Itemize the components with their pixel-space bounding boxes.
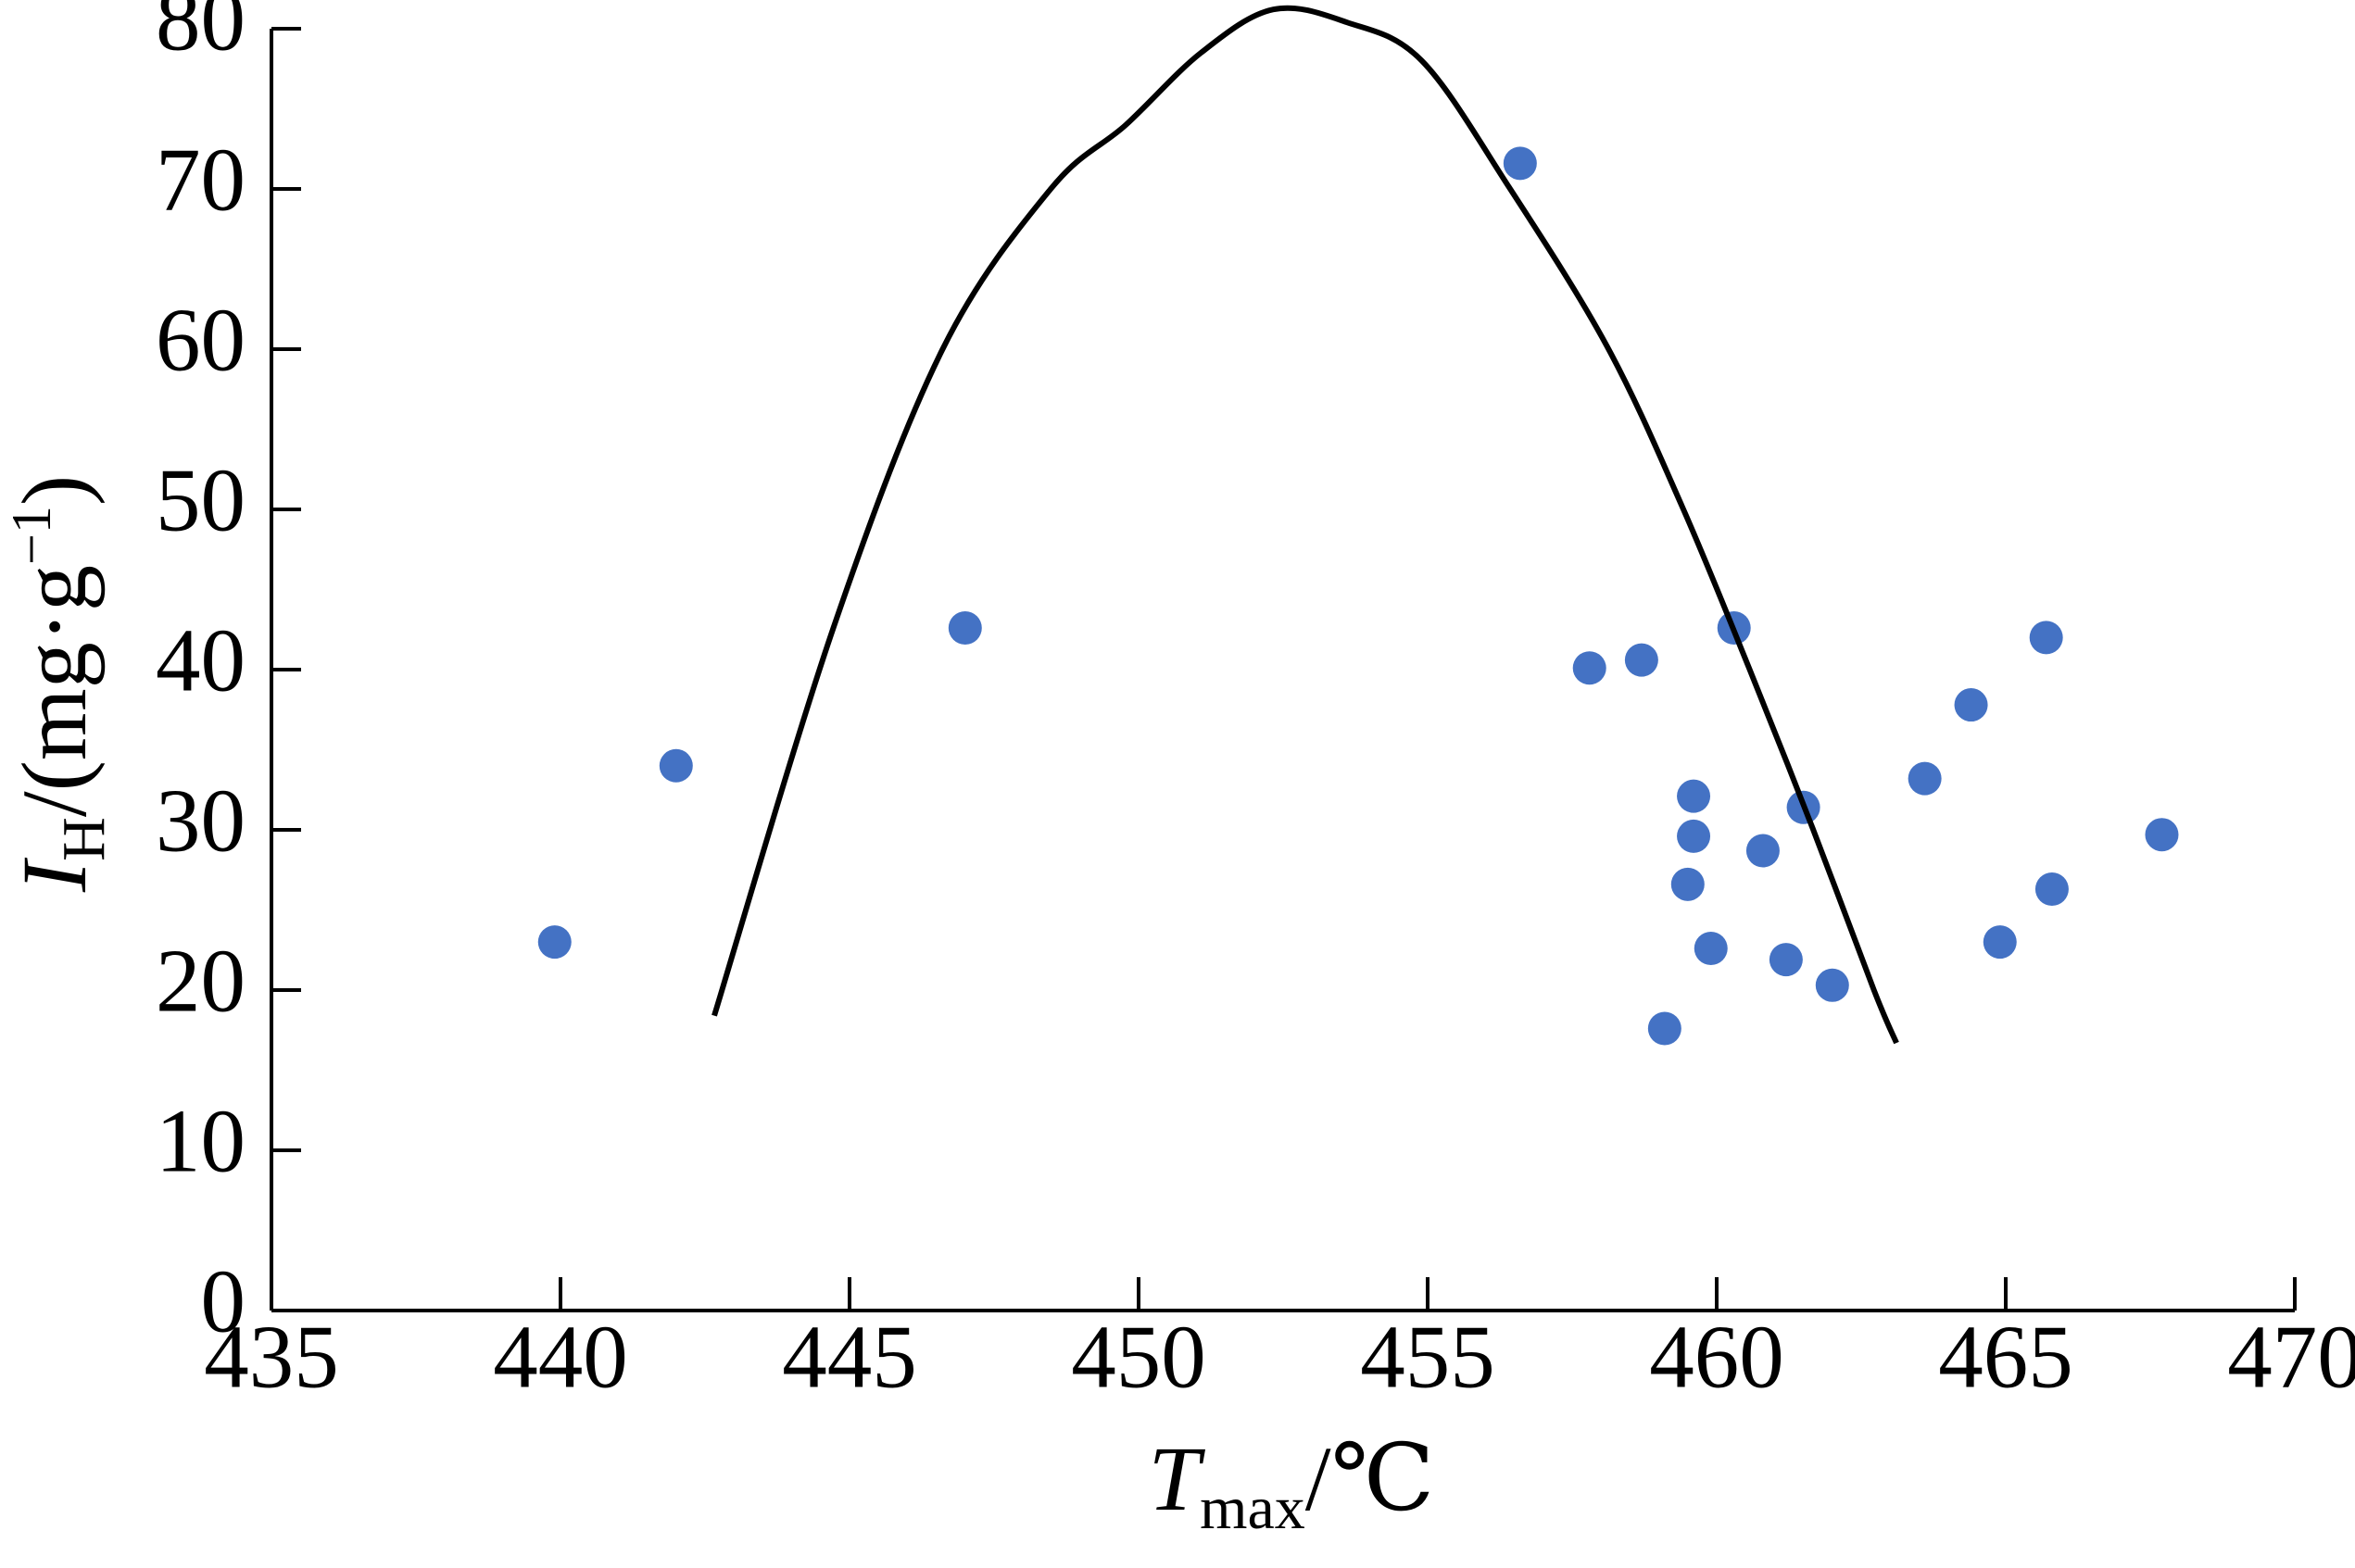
x-tick-label: 455 bbox=[1360, 1307, 1495, 1406]
y-axis-label: IH/(mg·g−1) bbox=[1, 475, 118, 893]
y-tick-label: 80 bbox=[156, 0, 246, 69]
y-tick-label: 60 bbox=[156, 290, 246, 389]
y-tick-label: 70 bbox=[156, 130, 246, 229]
y-label-close: ) bbox=[3, 475, 106, 506]
x-tick-label: 440 bbox=[493, 1307, 628, 1406]
x-tick-label: 450 bbox=[1071, 1307, 1206, 1406]
data-point bbox=[537, 925, 572, 960]
y-tick-label: 40 bbox=[156, 610, 246, 709]
data-point bbox=[1572, 651, 1606, 685]
y-tick-label: 0 bbox=[201, 1251, 246, 1350]
x-label-symbol: T bbox=[1149, 1427, 1206, 1530]
x-tick-label: 445 bbox=[782, 1307, 917, 1406]
y-label-symbol: I bbox=[3, 857, 106, 893]
data-point bbox=[1503, 146, 1537, 181]
y-label-superscript: −1 bbox=[1, 506, 62, 565]
y-label-subscript: H bbox=[50, 817, 118, 861]
x-tick-label: 460 bbox=[1649, 1307, 1784, 1406]
data-point bbox=[1694, 932, 1728, 966]
data-point bbox=[659, 748, 693, 783]
data-point bbox=[1677, 819, 1711, 853]
x-tick-label: 435 bbox=[204, 1307, 339, 1406]
x-label-subscript: max bbox=[1200, 1474, 1305, 1542]
y-tick-label: 10 bbox=[156, 1091, 246, 1190]
data-point bbox=[1769, 943, 1803, 977]
y-tick-label: 50 bbox=[156, 450, 246, 549]
data-point bbox=[2145, 818, 2179, 852]
y-label-unit: /(mg·g bbox=[3, 565, 106, 817]
data-point bbox=[2029, 621, 2063, 655]
x-axis-label: Tmax/℃ bbox=[1149, 1427, 1435, 1542]
x-label-unit: /℃ bbox=[1305, 1427, 1435, 1530]
data-point bbox=[1745, 834, 1780, 868]
x-tick-label: 465 bbox=[1938, 1307, 2073, 1406]
data-point bbox=[2034, 872, 2069, 907]
fit-curve bbox=[712, 5, 1899, 1045]
y-tick-label: 20 bbox=[156, 931, 246, 1030]
data-point bbox=[948, 611, 982, 646]
y-tick-label: 30 bbox=[156, 771, 246, 870]
data-point bbox=[1677, 779, 1711, 813]
data-point bbox=[1908, 761, 1942, 796]
data-point bbox=[1624, 643, 1658, 677]
x-tick-label: 470 bbox=[2227, 1307, 2355, 1406]
data-point bbox=[1815, 968, 1849, 1002]
data-point bbox=[1670, 867, 1705, 901]
data-point bbox=[1983, 925, 2017, 960]
data-point bbox=[1647, 1011, 1681, 1046]
data-point bbox=[1954, 688, 1988, 722]
